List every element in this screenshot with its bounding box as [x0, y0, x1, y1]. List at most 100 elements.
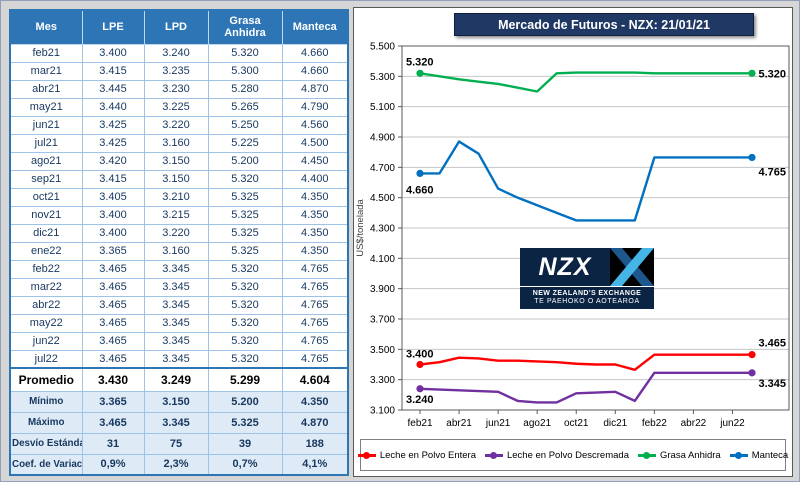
- data-label: 5.320: [758, 68, 786, 80]
- table-header: Mes LPE LPD Grasa Anhidra Manteca: [9, 9, 349, 45]
- chart-title: Mercado de Futuros - NZX: 21/01/21: [454, 13, 754, 36]
- month-cell: sep21: [9, 169, 83, 189]
- value-cell: 5.300: [207, 61, 283, 81]
- futures-table-panel: Mes LPE LPD Grasa Anhidra Manteca feb21 3.400…: [9, 9, 349, 476]
- summary-label: Máximo: [9, 411, 83, 434]
- column-header: LPE: [81, 9, 145, 45]
- month-cell: may21: [9, 97, 83, 117]
- value-cell: 3.210: [143, 187, 209, 207]
- y-tick-label: 5.300: [370, 72, 395, 83]
- summary-value: 188: [281, 432, 349, 455]
- legend-item: Leche en Polvo Descremada: [484, 449, 629, 461]
- month-cell: feb22: [9, 259, 83, 279]
- legend-line-marker: [637, 451, 656, 459]
- value-cell: 4.765: [281, 313, 349, 333]
- value-cell: 3.150: [143, 151, 209, 171]
- value-cell: 5.225: [207, 133, 283, 153]
- value-cell: 3.215: [143, 205, 209, 225]
- value-cell: 4.660: [281, 43, 349, 63]
- value-cell: 3.425: [81, 133, 145, 153]
- value-cell: 3.400: [81, 223, 145, 243]
- month-cell: jul22: [9, 349, 83, 369]
- summary-value: 75: [143, 432, 209, 455]
- month-cell: dic21: [9, 223, 83, 243]
- table-row: dic21 3.400 3.220 5.325 4.350: [9, 223, 349, 243]
- data-label: 3.345: [758, 378, 786, 390]
- table-row: abr22 3.465 3.345 5.320 4.765: [9, 295, 349, 315]
- legend-label: Grasa Anhidra: [659, 449, 721, 461]
- summary-value: 3.430: [81, 367, 145, 392]
- value-cell: 3.235: [143, 61, 209, 81]
- value-cell: 3.150: [143, 169, 209, 189]
- table-row: jul21 3.425 3.160 5.225 4.500: [9, 133, 349, 153]
- y-tick-label: 3.300: [370, 375, 395, 386]
- x-tick-label: abr22: [681, 418, 707, 429]
- month-cell: ene22: [9, 241, 83, 261]
- table-row: oct21 3.405 3.210 5.325 4.350: [9, 187, 349, 207]
- series-endpoint-marker: [416, 385, 424, 393]
- month-cell: abr22: [9, 295, 83, 315]
- summary-value: 5.299: [207, 367, 283, 392]
- value-cell: 4.790: [281, 97, 349, 117]
- x-tick-label: feb21: [407, 418, 432, 429]
- nzx-logo-text: NZX: [520, 248, 610, 286]
- value-cell: 5.320: [207, 295, 283, 315]
- nzx-caption-line2: TE PAEHOKO O AOTEAROA: [534, 298, 640, 305]
- value-cell: 3.465: [81, 313, 145, 333]
- value-cell: 5.280: [207, 79, 283, 99]
- summary-row: Coef. de Variac. 0,9% 2,3% 0,7% 4,1%: [9, 453, 349, 476]
- legend-line-marker: [357, 451, 376, 459]
- value-cell: 3.420: [81, 151, 145, 171]
- table-row: ago21 3.420 3.150 5.200 4.450: [9, 151, 349, 171]
- value-cell: 4.400: [281, 169, 349, 189]
- table-row: feb22 3.465 3.345 5.320 4.765: [9, 259, 349, 279]
- x-tick-label: dic21: [603, 418, 627, 429]
- data-label: 3.240: [406, 394, 434, 406]
- column-header: LPD: [143, 9, 209, 45]
- x-tick-label: oct21: [564, 418, 589, 429]
- value-cell: 3.225: [143, 97, 209, 117]
- column-header: Manteca: [281, 9, 349, 45]
- month-cell: abr21: [9, 79, 83, 99]
- value-cell: 4.765: [281, 277, 349, 297]
- data-label: 4.660: [406, 184, 434, 196]
- summary-value: 0,7%: [207, 453, 283, 476]
- value-cell: 4.765: [281, 331, 349, 351]
- legend-item: Leche en Polvo Entera: [357, 450, 476, 461]
- value-cell: 3.345: [143, 331, 209, 351]
- series-endpoint-marker: [416, 169, 424, 177]
- value-cell: 5.325: [207, 223, 283, 243]
- month-cell: jul21: [9, 133, 83, 153]
- table-summary: Promedio 3.430 3.249 5.299 4.604 Mínimo 3.365 3…: [9, 367, 349, 476]
- value-cell: 5.320: [207, 43, 283, 63]
- x-tick-label: jun21: [485, 418, 511, 429]
- value-cell: 5.250: [207, 115, 283, 135]
- legend-line-marker: [729, 451, 748, 459]
- value-cell: 3.365: [81, 241, 145, 261]
- value-cell: 3.400: [81, 43, 145, 63]
- summary-value: 3.465: [81, 411, 145, 434]
- value-cell: 4.765: [281, 349, 349, 369]
- series-line: [418, 353, 754, 372]
- table-row: ene22 3.365 3.160 5.325 4.350: [9, 241, 349, 261]
- summary-row: Promedio 3.430 3.249 5.299 4.604: [9, 367, 349, 392]
- summary-value: 3.150: [143, 390, 209, 413]
- summary-value: 4.604: [281, 367, 349, 392]
- series-line: [418, 371, 754, 404]
- nzx-logo-caption: NEW ZEALAND'S EXCHANGE TE PAEHOKO O AOTE…: [520, 286, 654, 309]
- data-label: 5.320: [406, 56, 434, 68]
- series-endpoint-marker: [416, 360, 424, 369]
- x-tick-label: abr21: [446, 418, 472, 429]
- legend-dot-marker: [735, 451, 743, 459]
- legend-dot-marker: [363, 451, 371, 459]
- legend-label: Leche en Polvo Descremada: [506, 449, 629, 461]
- y-tick-label: 4.300: [370, 224, 395, 235]
- x-tick-label: feb22: [642, 418, 667, 429]
- nzx-caption-line1: NEW ZEALAND'S EXCHANGE: [532, 290, 642, 297]
- legend-dot-marker: [643, 451, 651, 459]
- y-tick-label: 3.900: [370, 284, 395, 295]
- value-cell: 4.450: [281, 151, 349, 171]
- value-cell: 3.240: [143, 43, 209, 63]
- y-axis-title: US$/tonelada: [355, 199, 366, 257]
- legend-dot-marker: [490, 451, 498, 459]
